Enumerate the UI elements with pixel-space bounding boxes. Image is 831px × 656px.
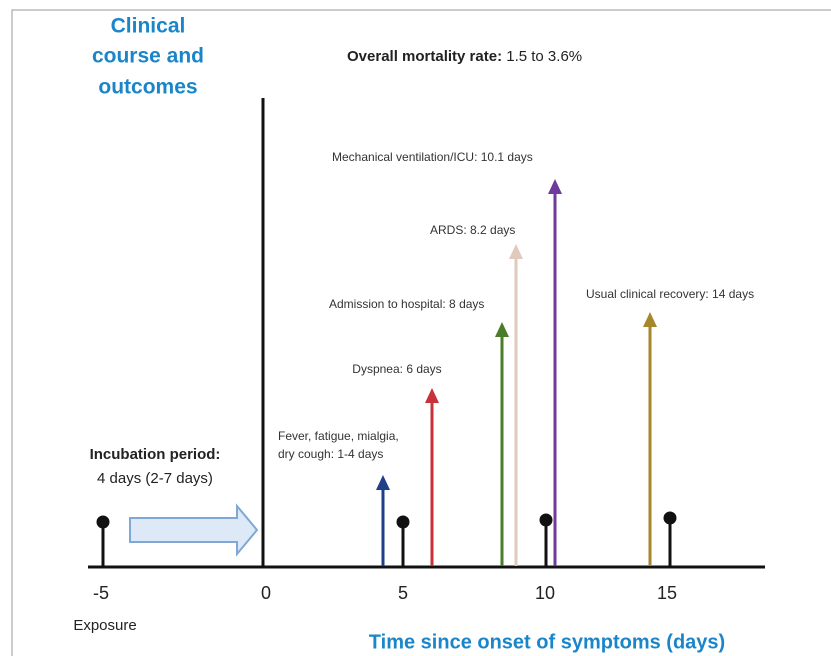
pins	[96, 511, 677, 566]
tick-label: -5	[93, 583, 109, 603]
pin-head	[539, 513, 553, 527]
arrow-head	[643, 312, 657, 327]
title: Clinical course and outcomes	[92, 15, 204, 99]
tick-label: 5	[398, 583, 408, 603]
tick-label: 15	[657, 583, 677, 603]
arrow-head	[425, 388, 439, 403]
arrow-head	[495, 322, 509, 337]
pin-head	[396, 515, 410, 529]
tick-label: 0	[261, 583, 271, 603]
event-label: Fever, fatigue, mialgia,	[278, 429, 399, 443]
event-label: Dyspnea: 6 days	[352, 362, 441, 376]
event-label: dry cough: 1-4 days	[278, 447, 383, 461]
frame	[11, 9, 831, 656]
arrow-head	[548, 179, 562, 194]
exposure-label: Exposure	[73, 617, 136, 634]
mortality-label: Overall mortality rate:	[347, 48, 502, 65]
event-arrows	[376, 179, 657, 566]
tick-label: 10	[535, 583, 555, 603]
event-label: Usual clinical recovery: 14 days	[586, 287, 754, 301]
title-line: outcomes	[98, 76, 197, 99]
incubation-value: 4 days (2-7 days)	[97, 470, 213, 487]
event-label: ARDS: 8.2 days	[430, 223, 515, 237]
pin-head	[663, 511, 677, 525]
pin-head	[96, 515, 110, 529]
arrow-head	[376, 475, 390, 490]
arrow-head	[509, 244, 523, 259]
mortality: Overall mortality rate: 1.5 to 3.6%	[347, 48, 582, 65]
axis-title: Time since onset of symptoms (days)	[369, 631, 725, 653]
title-line: Clinical	[111, 15, 186, 38]
incubation-arrow	[129, 503, 259, 557]
event-labels: Fever, fatigue, mialgia, dry cough: 1-4 …	[278, 150, 754, 461]
incubation-label: Incubation period:	[90, 446, 221, 463]
title-line: course and	[92, 45, 204, 68]
mortality-value: 1.5 to 3.6%	[506, 48, 582, 65]
axis-ticks: -5 0 5 10 15	[93, 583, 677, 603]
event-label: Mechanical ventilation/ICU: 10.1 days	[332, 150, 533, 164]
event-label: Admission to hospital: 8 days	[329, 297, 484, 311]
